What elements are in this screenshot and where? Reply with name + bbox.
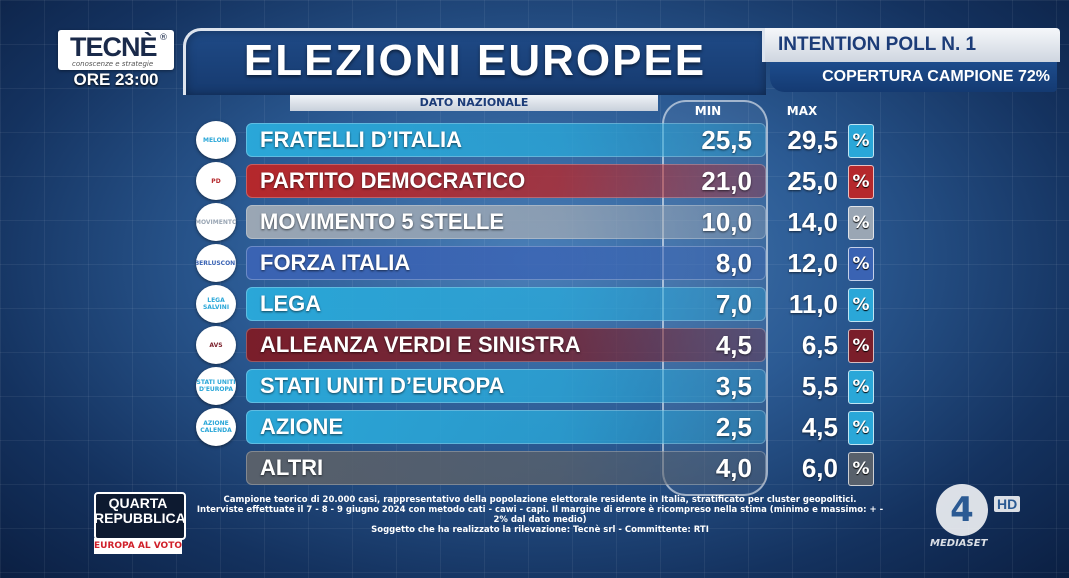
table-row: STATI UNITI D'EUROPA STATI UNITI D’EUROPA… <box>196 367 876 405</box>
methodology-note: Campione teorico di 20.000 casi, rappres… <box>190 495 890 535</box>
percent-badge: % <box>848 288 874 322</box>
hd-badge: HD <box>994 496 1021 512</box>
percent-badge: % <box>848 370 874 404</box>
max-value: 4,5 <box>801 412 838 442</box>
min-value: 25,5 <box>701 125 752 155</box>
percent-badge: % <box>848 165 874 199</box>
table-row: PD PARTITO DEMOCRATICO 21,0 25,0% <box>196 162 876 200</box>
percent-badge: % <box>848 206 874 240</box>
registered-icon: ® <box>159 33 168 43</box>
table-row: MELONI FRATELLI D’ITALIA 25,5 29,5% <box>196 121 876 159</box>
table-row: ALTRI 4,0 6,0% <box>196 449 876 487</box>
min-value: 4,0 <box>715 453 752 483</box>
percent-badge: % <box>848 411 874 445</box>
party-emblem-icon: AZIONE CALENDA <box>196 408 236 446</box>
party-bar <box>246 164 766 198</box>
party-name: FORZA ITALIA <box>260 250 411 275</box>
party-emblem-icon: MELONI <box>196 121 236 159</box>
party-name: STATI UNITI D’EUROPA <box>260 373 505 398</box>
coverage-text: COPERTURA CAMPIONE 72% <box>822 68 1050 85</box>
min-column-header: MIN <box>694 104 722 118</box>
tecne-logo: TECNÈ conoscenze e strategie ® <box>58 30 174 70</box>
logo-text: TECNÈ <box>70 32 158 62</box>
max-value: 14,0 <box>787 207 838 237</box>
party-emblem-icon: AVS <box>196 326 236 364</box>
methodology-line-2: Interviste effettuate il 7 - 8 - 9 giugn… <box>196 505 884 525</box>
methodology-line-3: Soggetto che ha realizzato la rilevazion… <box>371 525 709 535</box>
max-column-header: MAX <box>786 104 818 118</box>
min-value: 7,0 <box>715 289 752 319</box>
subtitle-bar <box>290 95 658 111</box>
logo-subtitle: conoscenze e strategie <box>72 60 154 68</box>
show-name: QUARTA REPUBBLICA <box>94 495 186 526</box>
methodology-line-1: Campione teorico di 20.000 casi, rappres… <box>223 495 857 505</box>
party-emblem-icon: STATI UNITI D'EUROPA <box>196 367 236 405</box>
party-name: MOVIMENTO 5 STELLE <box>260 209 505 234</box>
min-value: 3,5 <box>715 371 752 401</box>
table-row: BERLUSCONI FORZA ITALIA 8,0 12,0% <box>196 244 876 282</box>
time-label: ORE 23:00 <box>73 70 159 89</box>
table-row: LEGA SALVINI LEGA 7,0 11,0% <box>196 285 876 323</box>
party-bar <box>246 369 766 403</box>
party-name: PARTITO DEMOCRATICO <box>260 168 526 193</box>
max-value: 11,0 <box>788 289 838 319</box>
show-tag: EUROPA AL VOTO <box>94 538 182 554</box>
channel-number: 4 <box>936 484 988 536</box>
party-name: FRATELLI D’ITALIA <box>260 127 463 152</box>
party-name: ALTRI <box>260 455 324 480</box>
title-banner <box>183 28 766 95</box>
party-bar <box>246 123 766 157</box>
poll-title: INTENTION POLL N. 1 <box>778 34 977 55</box>
max-value: 6,0 <box>801 453 838 483</box>
percent-badge: % <box>848 329 874 363</box>
subtitle-label: DATO NAZIONALE <box>419 96 529 109</box>
max-value: 29,5 <box>787 125 838 155</box>
max-value: 25,0 <box>787 166 838 196</box>
min-value: 2,5 <box>715 412 752 442</box>
table-row: AZIONE CALENDA AZIONE 2,5 4,5% <box>196 408 876 446</box>
percent-badge: % <box>848 124 874 158</box>
party-name: LEGA <box>260 291 322 316</box>
party-bar <box>246 205 766 239</box>
percent-badge: % <box>848 452 874 486</box>
max-value: 5,5 <box>801 371 838 401</box>
page-title: ELEZIONI EUROPEE <box>243 36 707 85</box>
show-logo <box>94 492 186 540</box>
table-row: AVS ALLEANZA VERDI E SINISTRA 4,5 6,5% <box>196 326 876 364</box>
poll-box <box>762 28 1060 62</box>
party-emblem-icon: LEGA SALVINI <box>196 285 236 323</box>
party-bar <box>246 451 766 485</box>
min-value: 8,0 <box>715 248 752 278</box>
party-bar <box>246 287 766 321</box>
party-emblem-icon: MOVIMENTO <box>196 203 236 241</box>
channel-brand: MEDIASET <box>930 538 988 549</box>
party-emblem-icon: BERLUSCONI <box>196 244 236 282</box>
party-emblem-icon: PD <box>196 162 236 200</box>
party-bar <box>246 410 766 444</box>
max-value: 12,0 <box>787 248 838 278</box>
min-value: 4,5 <box>715 330 752 360</box>
party-bar <box>246 328 766 362</box>
min-value: 21,0 <box>701 166 752 196</box>
party-name: ALLEANZA VERDI E SINISTRA <box>260 332 581 357</box>
min-value: 10,0 <box>701 207 752 237</box>
party-name: AZIONE <box>260 414 344 439</box>
table-row: MOVIMENTO MOVIMENTO 5 STELLE 10,0 14,0% <box>196 203 876 241</box>
party-bar <box>246 246 766 280</box>
max-value: 6,5 <box>801 330 838 360</box>
coverage-box <box>770 62 1057 92</box>
percent-badge: % <box>848 247 874 281</box>
